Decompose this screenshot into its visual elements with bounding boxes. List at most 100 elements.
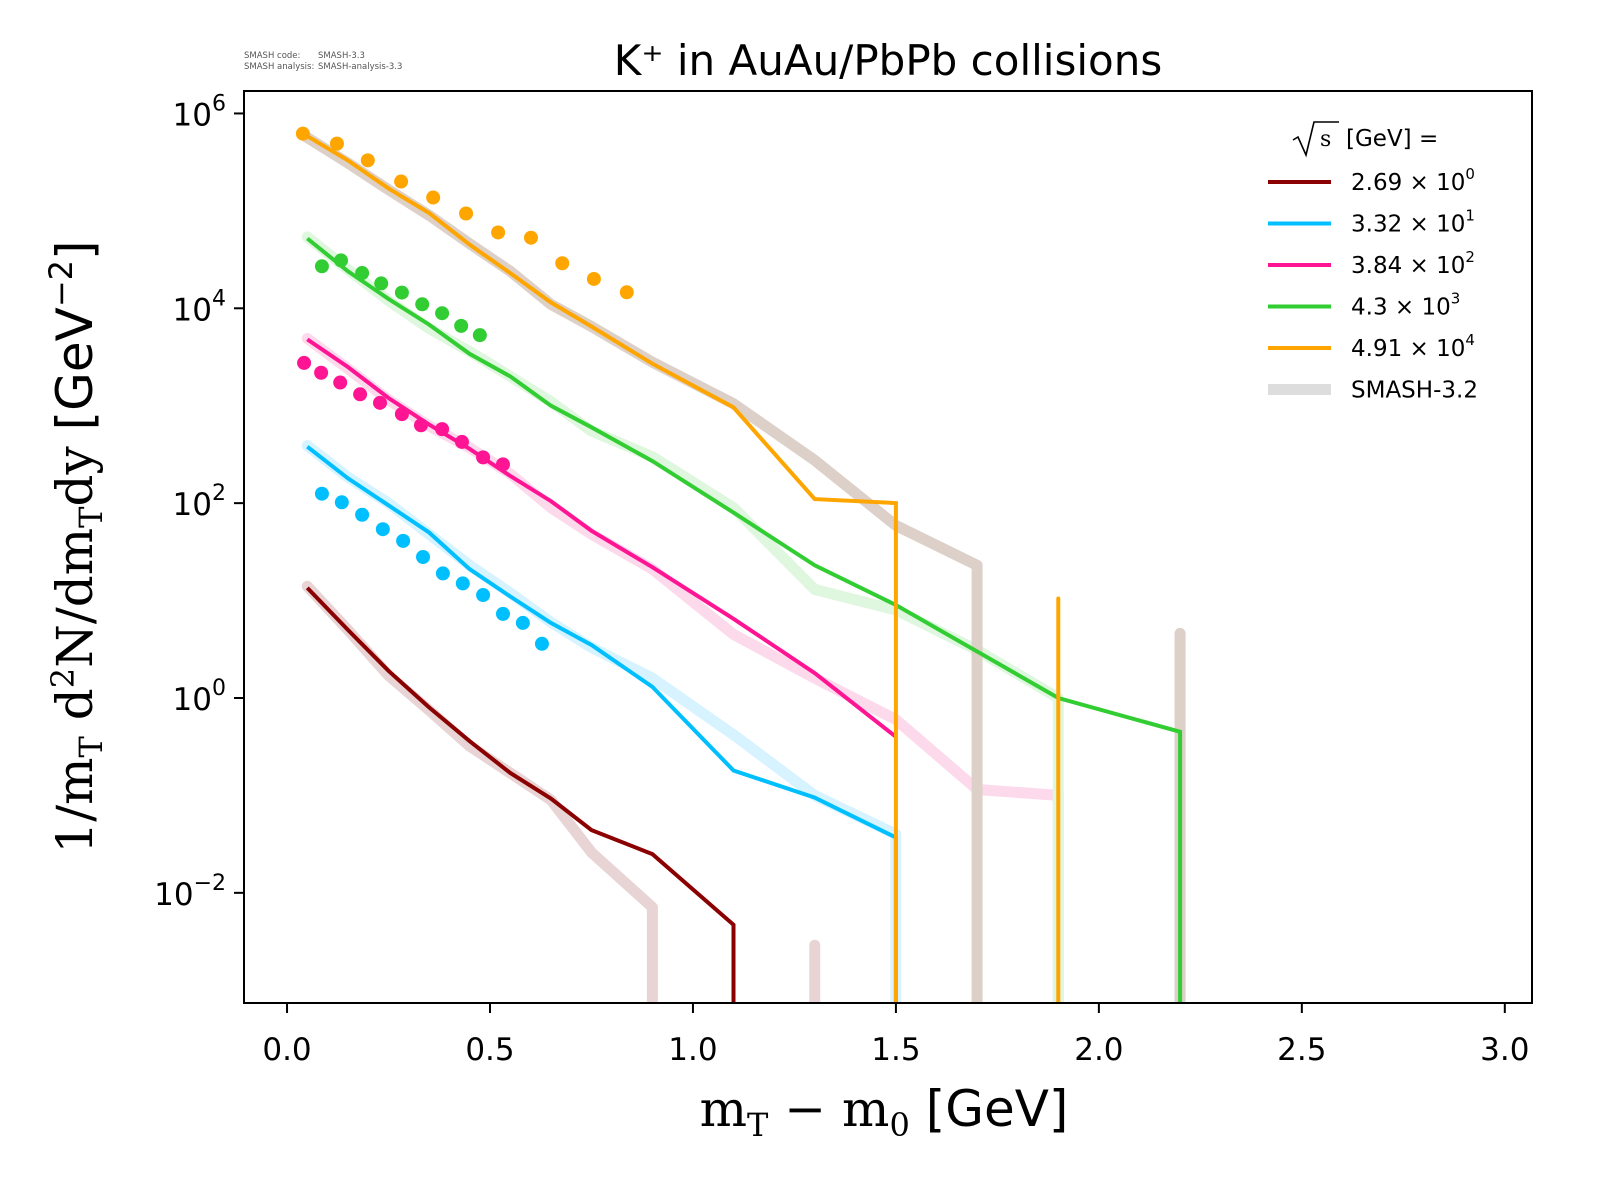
legend-label-5: SMASH-3.2 — [1351, 378, 1478, 404]
data-point-series-2 — [372, 395, 387, 410]
y-tick-exponent: −2 — [194, 871, 226, 896]
data-point-series-2 — [413, 418, 428, 433]
x-tick-label: 2.0 — [1074, 1032, 1123, 1068]
series-lines — [302, 131, 1183, 1003]
data-point-series-3 — [394, 285, 409, 300]
data-point-series-4 — [329, 136, 344, 151]
data-point-series-3 — [415, 297, 430, 312]
data-point-series-1 — [476, 588, 491, 603]
series-line-4 — [302, 131, 898, 1003]
data-point-series-2 — [495, 457, 510, 472]
y-label-c: N/dm — [46, 528, 104, 668]
data-point-series-2 — [314, 365, 329, 380]
series-line-1 — [306, 445, 898, 1003]
legend-title-rest: [GeV] = — [1346, 126, 1438, 152]
data-point-series-1 — [455, 576, 470, 591]
data-point-series-3 — [435, 306, 450, 321]
legend-label-exponent: 3 — [1451, 290, 1461, 308]
reference-line-series-4 — [297, 129, 983, 1003]
legend-label-2: 3.84 × 102 — [1351, 248, 1475, 279]
x-axis-label: mT − m0 [GeV] — [700, 1080, 1069, 1144]
data-point-series-1 — [515, 615, 530, 630]
x-tick-label: 2.5 — [1277, 1032, 1326, 1068]
y-label-a: 1/m — [46, 757, 104, 853]
smash-analysis-label: SMASH analysis: — [244, 62, 314, 72]
y-tick-exponent: 6 — [212, 91, 226, 116]
y-label-sup1: 2 — [44, 668, 82, 688]
data-point-series-4 — [394, 174, 409, 189]
data-point-series-4 — [619, 285, 634, 300]
data-point-series-2 — [394, 407, 409, 422]
y-tick-label: 104 — [173, 286, 226, 328]
legend-label-text: 4.91 × 10 — [1351, 336, 1465, 362]
data-point-series-3 — [334, 253, 349, 268]
legend-label-4: 4.91 × 104 — [1351, 331, 1475, 362]
legend-label-0: 2.69 × 100 — [1351, 165, 1475, 196]
data-point-series-3 — [355, 266, 370, 281]
y-tick-label: 10−2 — [154, 871, 226, 913]
data-point-series-4 — [555, 256, 570, 271]
data-point-series-4 — [491, 225, 506, 240]
data-point-series-3 — [454, 318, 469, 333]
legend-label-text: 4.3 × 10 — [1351, 295, 1451, 321]
reference-line-series-3 — [301, 231, 1064, 1003]
series-line-3 — [306, 236, 1183, 1003]
x-tick-label: 3.0 — [1480, 1032, 1529, 1068]
y-tick-base: 10 — [154, 877, 193, 913]
y-tick-base: 10 — [173, 97, 212, 133]
y-label-d: dy — [46, 446, 104, 507]
data-point-series-2 — [353, 387, 368, 402]
legend-label-exponent: 4 — [1465, 331, 1475, 349]
y-label-unit: [GeV — [46, 307, 104, 446]
data-point-series-4 — [360, 153, 375, 168]
y-tick-exponent: 4 — [212, 286, 226, 311]
data-point-series-4 — [586, 271, 601, 286]
data-point-series-1 — [334, 495, 349, 510]
series-line-0 — [305, 586, 736, 1003]
data-point-series-2 — [454, 434, 469, 449]
x-label-unit: [GeV] — [910, 1080, 1069, 1138]
data-point-series-3 — [314, 259, 329, 274]
x-label-sub1: T — [747, 1106, 769, 1144]
data-point-series-1 — [375, 522, 390, 537]
data-point-series-1 — [396, 533, 411, 548]
y-label-sub1: T — [72, 735, 110, 757]
x-label-minus: − — [768, 1080, 842, 1138]
chart-title: K⁺ in AuAu/PbPb collisions — [614, 36, 1162, 85]
data-point-series-1 — [495, 606, 510, 621]
x-tick-label: 0.0 — [262, 1032, 311, 1068]
data-point-series-1 — [314, 486, 329, 501]
x-label-m2: m — [842, 1080, 889, 1138]
reference-line-series-0 — [301, 580, 658, 1003]
y-axis-label: 1/mT d2N/dmTdy [GeV−2] — [42, 240, 110, 853]
data-point-series-4 — [426, 190, 441, 205]
series-line-2 — [306, 337, 898, 739]
legend-label-text: 3.84 × 10 — [1351, 253, 1465, 279]
sqrt-icon — [1292, 121, 1339, 158]
x-label-m1: m — [700, 1080, 747, 1138]
data-point-series-3 — [374, 276, 389, 291]
y-tick-label: 100 — [173, 676, 226, 718]
y-label-sub2: T — [72, 506, 110, 528]
legend-label-text: 2.69 × 10 — [1351, 170, 1465, 196]
y-tick-label: 106 — [173, 91, 226, 133]
smash-3-2-reference-lines — [297, 129, 1186, 1003]
legend-title-s: s — [1320, 127, 1331, 152]
plot-frame — [243, 90, 1533, 1004]
legend-label-text: SMASH-3.2 — [1351, 378, 1478, 404]
x-axis-ticks: 0.0 0.5 1.0 1.5 2.0 2.5 3.0 — [262, 1003, 1529, 1068]
legend-label-exponent: 0 — [1465, 165, 1475, 183]
legend-label-1: 3.32 × 101 — [1351, 207, 1475, 238]
legend-label-exponent: 1 — [1465, 207, 1475, 225]
data-point-series-4 — [295, 126, 310, 141]
data-point-series-1 — [355, 507, 370, 522]
y-label-b: d — [46, 688, 104, 736]
x-label-sub2: 0 — [889, 1106, 909, 1144]
reference-line-series-2 — [301, 333, 1064, 1003]
data-point-series-3 — [472, 328, 487, 343]
y-tick-base: 10 — [173, 682, 212, 718]
x-tick-label: 0.5 — [465, 1032, 514, 1068]
x-tick-label: 1.5 — [871, 1032, 920, 1068]
